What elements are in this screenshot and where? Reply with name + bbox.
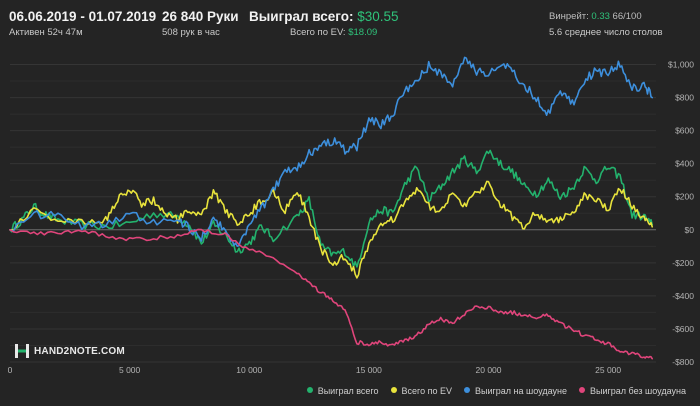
winrate: Винрейт: 0.33 66/100 bbox=[549, 11, 642, 22]
stats-header: 06.06.2019 - 01.07.2019 Активен 52ч 47м … bbox=[0, 0, 700, 44]
active-time: Активен 52ч 47м bbox=[9, 27, 83, 38]
ev-total-value: $18.09 bbox=[348, 27, 378, 38]
y-tick-label: $0 bbox=[685, 225, 695, 235]
series-line bbox=[9, 149, 653, 268]
hands-per-hour: 508 рук в час bbox=[162, 27, 220, 38]
y-tick-label: $1,000 bbox=[668, 60, 694, 70]
hand2note-logo-text: HAND2NOTE.COM bbox=[34, 345, 125, 357]
legend-label: Выиграл на шоудауне bbox=[475, 386, 567, 396]
tables-average: 5.6 среднее число столов bbox=[549, 27, 663, 38]
hand2note-logo: HAND2NOTE.COM bbox=[14, 342, 125, 360]
y-tick-label: $200 bbox=[675, 192, 694, 202]
x-tick-label: 20 000 bbox=[476, 365, 502, 375]
hands-count: 26 840 Руки bbox=[162, 9, 239, 24]
winrate-unit: 66/100 bbox=[612, 11, 642, 22]
legend-dot-icon bbox=[306, 387, 313, 393]
y-tick-label: -$600 bbox=[672, 324, 694, 334]
y-tick-label: $600 bbox=[675, 126, 694, 136]
x-tick-label: 25 000 bbox=[595, 365, 621, 375]
series-line bbox=[9, 180, 653, 279]
winrate-value: 0.33 bbox=[591, 11, 610, 22]
legend-label: Выиграл без шоудауна bbox=[590, 386, 686, 396]
date-range: 06.06.2019 - 01.07.2019 bbox=[9, 9, 157, 24]
series-line bbox=[9, 228, 653, 360]
won-total-value: $30.55 bbox=[357, 9, 399, 24]
x-tick-label: 15 000 bbox=[356, 365, 382, 375]
x-tick-label: 10 000 bbox=[236, 365, 262, 375]
legend-label: Всего по EV bbox=[401, 386, 453, 396]
chart-legend: Выиграл всего Всего по EV Выиграл на шоуда… bbox=[295, 386, 686, 396]
y-tick-label: -$400 bbox=[672, 291, 694, 301]
won-total: Выиграл всего: $30.55 bbox=[249, 9, 399, 24]
legend-item[interactable]: Выиграл без шоудауна bbox=[579, 386, 686, 396]
legend-item[interactable]: Выиграл на шоудауне bbox=[464, 386, 567, 396]
winrate-label: Винрейт: bbox=[549, 11, 589, 22]
ev-total-label: Всего по EV: bbox=[290, 27, 346, 38]
won-total-label: Выиграл всего: bbox=[249, 9, 354, 24]
legend-item[interactable]: Всего по EV bbox=[390, 386, 453, 396]
hand2note-logo-icon bbox=[15, 344, 29, 358]
legend-label: Выиграл всего bbox=[317, 386, 379, 396]
legend-item[interactable]: Выиграл всего bbox=[306, 386, 379, 396]
legend-dot-icon bbox=[464, 387, 471, 393]
y-tick-label: -$200 bbox=[672, 258, 694, 268]
legend-dot-icon bbox=[390, 387, 397, 393]
y-tick-label: $800 bbox=[675, 93, 694, 103]
y-tick-label: $400 bbox=[675, 159, 694, 169]
y-tick-label: -$800 bbox=[672, 357, 694, 367]
legend-dot-icon bbox=[579, 387, 585, 393]
ev-total: Всего по EV: $18.09 bbox=[290, 27, 377, 38]
x-tick-label: 5 000 bbox=[119, 365, 141, 375]
series-line bbox=[9, 56, 653, 247]
x-tick-label: 0 bbox=[8, 365, 13, 375]
